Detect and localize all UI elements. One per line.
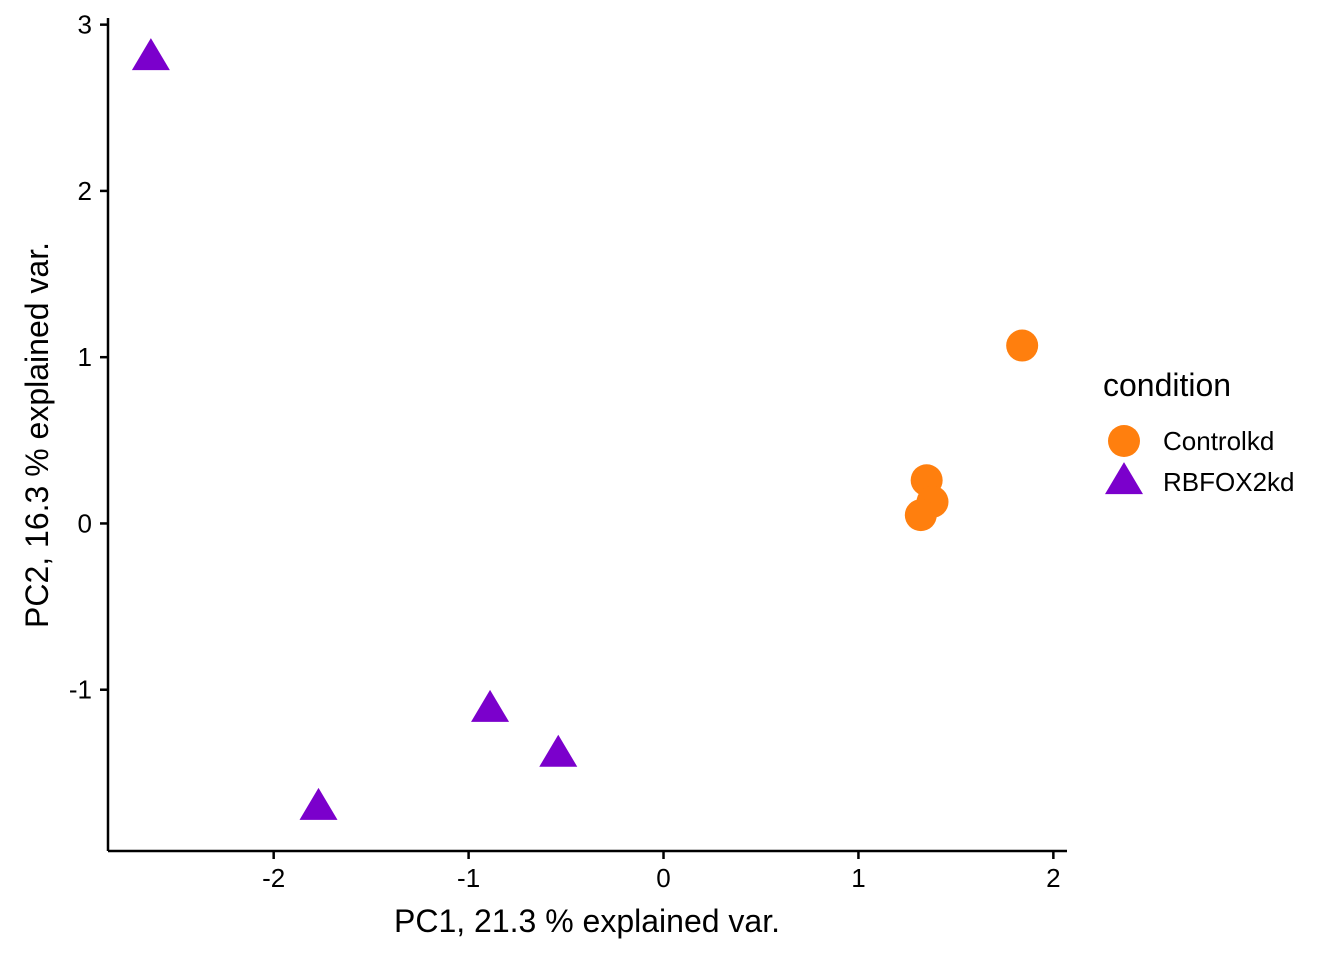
y-ticks: -1 0 1 2 3 (69, 10, 108, 705)
legend: condition Controlkd RBFOX2kd (1103, 367, 1295, 497)
y-axis-title: PC2, 16.3 % explained var. (19, 242, 55, 628)
controlkd-point (904, 499, 937, 532)
x-ticks: -2 -1 0 1 2 (262, 851, 1061, 893)
axes (106, 18, 1067, 853)
x-axis-title: PC1, 21.3 % explained var. (394, 903, 780, 939)
y-tick-label: 0 (78, 508, 92, 538)
legend-key-controlkd (1108, 425, 1140, 457)
rbfox2kd-point (131, 38, 170, 71)
x-tick-label: 2 (1046, 863, 1060, 893)
y-tick-label: 3 (78, 10, 92, 40)
x-tick-label: 0 (656, 863, 670, 893)
data-points (131, 38, 1039, 820)
y-tick-label: 1 (78, 342, 92, 372)
controlkd-point (1006, 329, 1039, 362)
legend-label-rbfox2kd: RBFOX2kd (1163, 467, 1295, 497)
rbfox2kd-point (471, 689, 510, 722)
x-tick-label: -1 (457, 863, 480, 893)
x-tick-label: -2 (262, 863, 285, 893)
rbfox2kd-point (299, 787, 338, 820)
legend-title: condition (1103, 367, 1231, 403)
legend-label-controlkd: Controlkd (1163, 426, 1274, 456)
y-tick-label: 2 (78, 176, 92, 206)
rbfox2kd-point (539, 734, 578, 767)
x-tick-label: 1 (851, 863, 865, 893)
legend-key-rbfox2kd (1105, 462, 1143, 495)
y-tick-label: -1 (69, 675, 92, 705)
